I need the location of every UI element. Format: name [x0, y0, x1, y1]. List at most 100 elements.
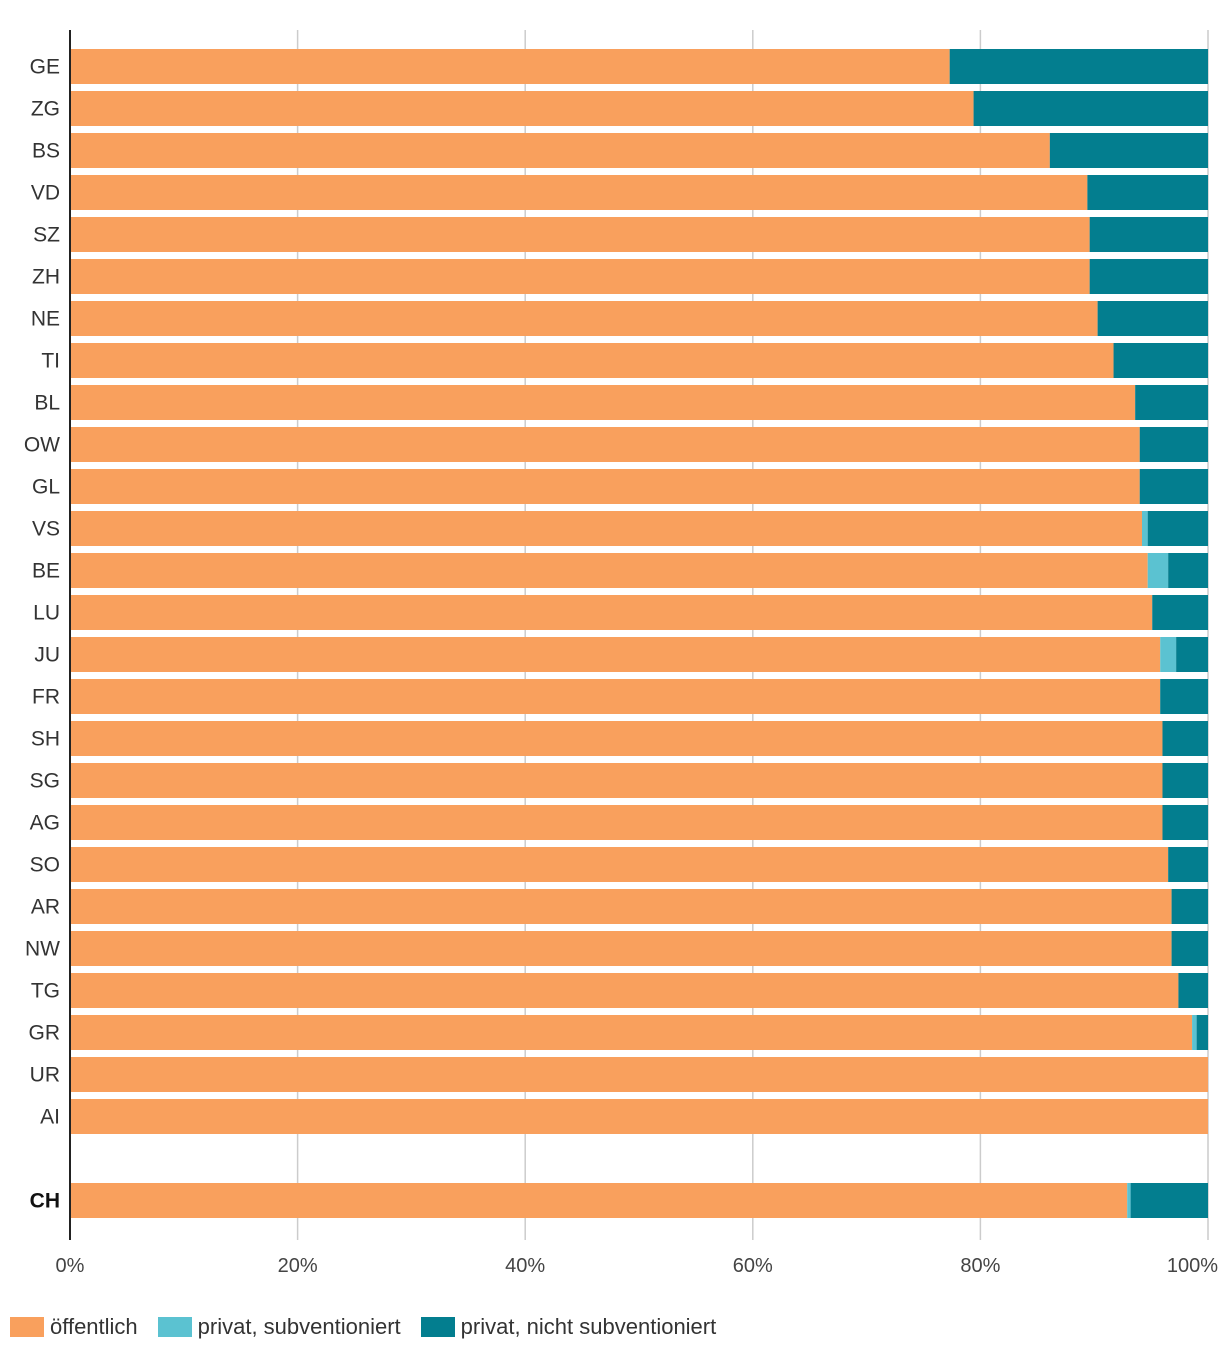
category-label-fr: FR: [32, 686, 60, 709]
bar-vd-oeffentlich: [70, 175, 1088, 210]
category-label-gr: GR: [29, 1022, 61, 1045]
bar-vs-oeffentlich: [70, 511, 1142, 546]
bar-ti-oeffentlich: [70, 343, 1114, 378]
bar-zh-oeffentlich: [70, 259, 1090, 294]
category-label-ch: CH: [30, 1190, 60, 1213]
bar-bl-privat-nicht-subventioniert: [1135, 385, 1208, 420]
legend-label-oeffentlich: öffentlich: [50, 1314, 138, 1339]
bar-ow-oeffentlich: [70, 427, 1140, 462]
bar-zg-privat-nicht-subventioniert: [973, 91, 1208, 126]
category-label-ag: AG: [30, 812, 60, 835]
legend-item-oeffentlich: öffentlich: [10, 1314, 138, 1340]
category-label-sg: SG: [30, 770, 60, 793]
bar-vs-privat-nicht-subventioniert: [1147, 511, 1208, 546]
bar-ag-oeffentlich: [70, 805, 1163, 840]
category-label-sh: SH: [31, 728, 60, 751]
bar-ch-oeffentlich: [70, 1183, 1128, 1218]
bar-lu-oeffentlich: [70, 595, 1153, 630]
bar-tg-oeffentlich: [70, 973, 1179, 1008]
category-labels: GE ZG BS VD SZ ZH NE TI BL OW GL VS BE LU JU FR SH SG AG SO…: [24, 56, 60, 1213]
category-label-ge: GE: [30, 56, 60, 79]
bar-lu-privat-nicht-subventioniert: [1152, 595, 1208, 630]
bar-vd-privat-nicht-subventioniert: [1087, 175, 1208, 210]
legend-label-privat-nicht-subventioniert: privat, nicht subventioniert: [460, 1314, 717, 1339]
bar-ge-privat-nicht-subventioniert: [949, 49, 1208, 84]
bar-sg-oeffentlich: [70, 763, 1163, 798]
bar-sg-privat-nicht-subventioniert: [1162, 763, 1208, 798]
legend-item-privat-subventioniert: privat, subventioniert: [157, 1314, 401, 1340]
category-label-ar: AR: [31, 896, 60, 919]
category-label-sz: SZ: [33, 224, 60, 247]
bar-gr-privat-nicht-subventioniert: [1196, 1015, 1208, 1050]
bar-ju-privat-nicht-subventioniert: [1176, 637, 1208, 672]
bar-ch-privat-nicht-subventioniert: [1130, 1183, 1208, 1218]
bar-sh-privat-nicht-subventioniert: [1162, 721, 1208, 756]
category-label-ow: OW: [24, 434, 60, 457]
bar-ow-privat-nicht-subventioniert: [1139, 427, 1208, 462]
category-label-nw: NW: [25, 938, 60, 961]
bar-be-oeffentlich: [70, 553, 1148, 588]
x-tick-label-40: 40%: [505, 1255, 545, 1277]
bar-fr-oeffentlich: [70, 679, 1161, 714]
category-label-gl: GL: [32, 476, 60, 499]
x-tick-label-100: 100%: [1167, 1255, 1218, 1277]
x-tick-label-0: 0%: [56, 1255, 85, 1277]
bar-gl-oeffentlich: [70, 469, 1140, 504]
category-label-ne: NE: [31, 308, 60, 331]
legend: öffentlich privat, subventioniert privat…: [10, 1314, 736, 1340]
category-label-vs: VS: [32, 518, 60, 541]
bar-ag-privat-nicht-subventioniert: [1162, 805, 1208, 840]
bar-sz-privat-nicht-subventioniert: [1089, 217, 1208, 252]
bar-so-oeffentlich: [70, 847, 1169, 882]
category-label-ti: TI: [41, 350, 60, 373]
bar-tg-privat-nicht-subventioniert: [1178, 973, 1208, 1008]
bar-bl-oeffentlich: [70, 385, 1136, 420]
bar-fr-privat-nicht-subventioniert: [1160, 679, 1208, 714]
bar-nw-oeffentlich: [70, 931, 1172, 966]
category-label-ur: UR: [30, 1064, 60, 1087]
legend-swatch-privat-subventioniert: [157, 1317, 192, 1337]
category-label-bs: BS: [32, 140, 60, 163]
legend-item-privat-nicht-subventioniert: privat, nicht subventioniert: [420, 1314, 717, 1340]
bar-ju-oeffentlich: [70, 637, 1161, 672]
bar-gl-privat-nicht-subventioniert: [1139, 469, 1208, 504]
bar-bs-privat-nicht-subventioniert: [1049, 133, 1208, 168]
bar-gr-oeffentlich: [70, 1015, 1193, 1050]
bar-zh-privat-nicht-subventioniert: [1089, 259, 1208, 294]
legend-swatch-privat-nicht-subventioniert: [420, 1317, 455, 1337]
bar-ch-privat-subventioniert: [1127, 1183, 1131, 1218]
bar-nw-privat-nicht-subventioniert: [1171, 931, 1208, 966]
bar-vs-privat-subventioniert: [1141, 511, 1148, 546]
category-label-ai: AI: [40, 1106, 60, 1129]
x-tick-label-60: 60%: [733, 1255, 773, 1277]
bar-be-privat-nicht-subventioniert: [1168, 553, 1208, 588]
category-label-ju: JU: [34, 644, 60, 667]
category-label-lu: LU: [33, 602, 60, 625]
x-tick-label-20: 20%: [278, 1255, 318, 1277]
category-label-vd: VD: [31, 182, 60, 205]
bar-zg-oeffentlich: [70, 91, 974, 126]
bar-ti-privat-nicht-subventioniert: [1113, 343, 1208, 378]
bar-so-privat-nicht-subventioniert: [1168, 847, 1208, 882]
bar-ar-oeffentlich: [70, 889, 1172, 924]
x-axis-tick-labels: 0% 20% 40% 60% 80% 100%: [56, 1255, 1219, 1277]
category-label-be: BE: [32, 560, 60, 583]
bar-ur-oeffentlich: [70, 1057, 1208, 1092]
bar-ai-oeffentlich: [70, 1099, 1208, 1134]
bar-ne-oeffentlich: [70, 301, 1098, 336]
category-label-zg: ZG: [31, 98, 60, 121]
x-tick-label-80: 80%: [960, 1255, 1000, 1277]
bar-ge-oeffentlich: [70, 49, 950, 84]
legend-label-privat-subventioniert: privat, subventioniert: [197, 1314, 401, 1339]
stacked-bar-chart: GE ZG BS VD SZ ZH NE TI BL OW GL VS BE LU JU FR SH SG AG SO…: [24, 30, 1219, 1277]
category-label-so: SO: [30, 854, 60, 877]
bar-be-privat-subventioniert: [1147, 553, 1169, 588]
category-label-bl: BL: [34, 392, 60, 415]
bar-ar-privat-nicht-subventioniert: [1171, 889, 1208, 924]
legend-swatch-oeffentlich: [10, 1317, 44, 1337]
bar-ne-privat-nicht-subventioniert: [1097, 301, 1208, 336]
bar-sh-oeffentlich: [70, 721, 1163, 756]
bars: [70, 49, 1208, 1218]
bar-gr-privat-subventioniert: [1192, 1015, 1197, 1050]
category-label-zh: ZH: [32, 266, 60, 289]
